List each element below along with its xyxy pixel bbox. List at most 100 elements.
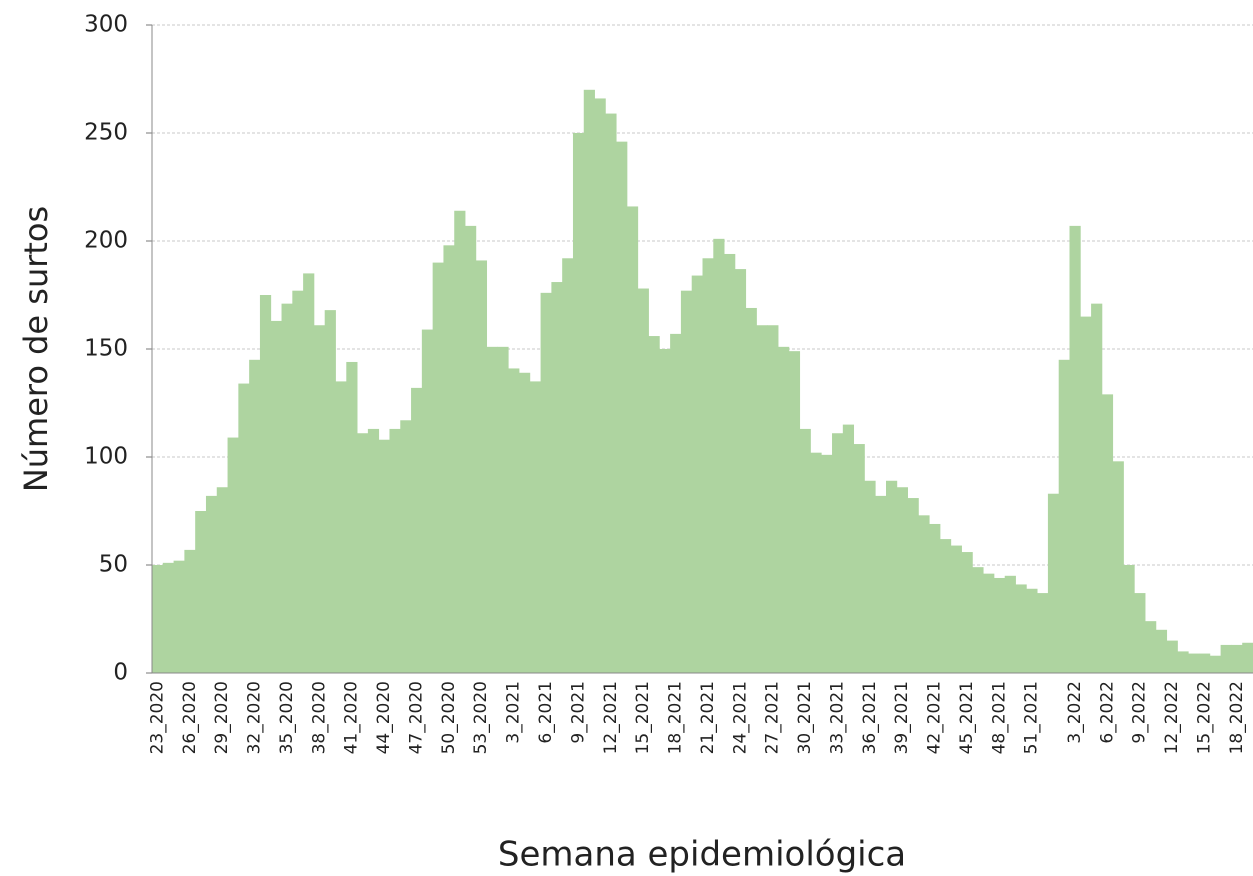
bar bbox=[605, 113, 617, 673]
x-tick-label: 12_2021 bbox=[601, 681, 621, 754]
bar bbox=[281, 303, 293, 673]
bar bbox=[1069, 225, 1081, 673]
bar bbox=[896, 487, 908, 673]
y-tick-label: 50 bbox=[99, 552, 128, 578]
bar bbox=[227, 437, 239, 673]
bar bbox=[788, 351, 801, 673]
bar bbox=[454, 210, 466, 673]
bar bbox=[1145, 621, 1157, 673]
bar bbox=[1004, 575, 1016, 673]
bar bbox=[1231, 644, 1243, 673]
bar bbox=[335, 381, 347, 673]
y-tick-label: 200 bbox=[84, 228, 128, 254]
bar bbox=[993, 577, 1006, 673]
bar bbox=[1209, 655, 1222, 673]
x-tick-label: 44_2020 bbox=[374, 681, 394, 754]
bar bbox=[465, 225, 477, 673]
x-tick-label: 3_2022 bbox=[1065, 681, 1085, 744]
x-tick-label: 33_2021 bbox=[827, 681, 847, 754]
bar bbox=[292, 290, 304, 673]
bar bbox=[939, 539, 952, 673]
y-tick-label: 100 bbox=[84, 444, 128, 470]
bar bbox=[529, 381, 541, 673]
bar bbox=[357, 433, 369, 673]
x-tick-label: 15_2022 bbox=[1194, 681, 1214, 754]
x-tick-label: 26_2020 bbox=[180, 681, 200, 754]
bar bbox=[562, 258, 574, 673]
bar bbox=[249, 359, 261, 673]
bar bbox=[972, 567, 984, 673]
bar bbox=[734, 269, 747, 673]
x-tick-label: 45_2021 bbox=[957, 681, 977, 754]
bar bbox=[929, 523, 941, 673]
x-tick-label: 6_2022 bbox=[1097, 681, 1117, 744]
bar bbox=[519, 372, 531, 673]
bar bbox=[961, 552, 973, 673]
bar bbox=[1058, 359, 1070, 673]
bar bbox=[411, 387, 423, 673]
bar bbox=[432, 262, 444, 673]
bar bbox=[400, 420, 412, 673]
bar bbox=[173, 560, 185, 673]
x-tick-label: 36_2021 bbox=[860, 681, 880, 754]
bar bbox=[540, 292, 552, 673]
x-tick-label: 27_2021 bbox=[763, 681, 783, 754]
bar bbox=[238, 383, 250, 673]
bar bbox=[886, 480, 898, 673]
bar bbox=[950, 545, 962, 673]
bar bbox=[626, 206, 639, 673]
bar bbox=[508, 368, 520, 673]
bar bbox=[378, 439, 390, 673]
x-tick-label: 32_2020 bbox=[245, 681, 265, 754]
x-tick-label: 24_2021 bbox=[730, 681, 750, 754]
x-tick-label: 18_2022 bbox=[1227, 681, 1247, 754]
bar bbox=[1220, 644, 1232, 673]
bar bbox=[1047, 493, 1060, 673]
x-tick-label: 53_2020 bbox=[471, 681, 491, 754]
y-axis-title: Número de surtos bbox=[17, 206, 55, 492]
x-tick-label: 6_2021 bbox=[536, 681, 556, 744]
bar bbox=[691, 275, 703, 673]
x-tick-label: 30_2021 bbox=[795, 681, 815, 754]
bar bbox=[713, 238, 725, 673]
bar bbox=[324, 310, 336, 673]
bar bbox=[1166, 640, 1178, 673]
x-tick-label: 9_2022 bbox=[1130, 681, 1150, 744]
bar bbox=[389, 428, 401, 673]
bar bbox=[1080, 316, 1092, 673]
x-tick-label: 21_2021 bbox=[698, 681, 718, 754]
bar bbox=[1177, 651, 1189, 673]
x-tick-label: 42_2021 bbox=[925, 681, 945, 754]
y-tick-label: 150 bbox=[84, 336, 128, 362]
x-tick-label: 41_2020 bbox=[342, 681, 362, 754]
bar bbox=[659, 349, 671, 673]
bar bbox=[1037, 593, 1049, 673]
x-tick-label: 12_2022 bbox=[1162, 681, 1182, 754]
bar bbox=[680, 290, 693, 673]
bar bbox=[1091, 303, 1103, 673]
bar bbox=[270, 320, 282, 673]
bar bbox=[1134, 593, 1146, 673]
bar bbox=[583, 89, 595, 674]
bar bbox=[421, 329, 434, 673]
x-tick-label: 38_2020 bbox=[309, 681, 329, 754]
x-tick-label: 51_2021 bbox=[1022, 681, 1042, 754]
x-tick-label: 48_2021 bbox=[989, 681, 1009, 754]
bar bbox=[745, 307, 757, 673]
bar bbox=[367, 428, 380, 673]
bar bbox=[648, 336, 660, 673]
x-tick-label: 39_2021 bbox=[892, 681, 912, 754]
bar bbox=[216, 487, 228, 673]
bar bbox=[637, 288, 649, 673]
bar bbox=[616, 141, 628, 673]
x-tick-label: 15_2021 bbox=[633, 681, 653, 754]
x-tick-label: 9_2021 bbox=[568, 681, 588, 744]
bar bbox=[259, 295, 272, 673]
x-tick-label: 35_2020 bbox=[277, 681, 297, 754]
x-tick-label: 18_2021 bbox=[666, 681, 686, 754]
bar bbox=[875, 495, 887, 673]
bar bbox=[1026, 588, 1038, 673]
bar bbox=[756, 325, 768, 673]
x-tick-label: 50_2020 bbox=[439, 681, 459, 754]
